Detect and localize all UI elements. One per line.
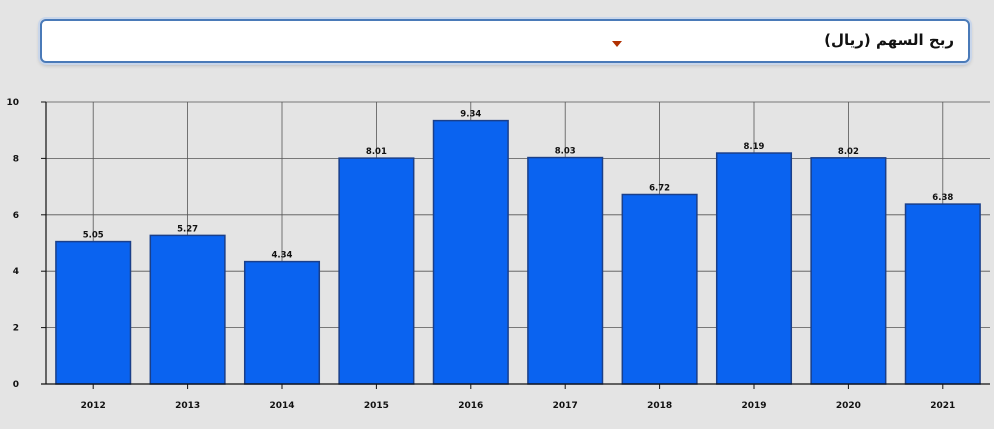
data-label-2016: 9.34 (460, 110, 481, 120)
data-label-2015: 8.01 (366, 147, 387, 157)
bar-2015[interactable] (338, 157, 415, 385)
data-label-2014: 4.34 (272, 251, 293, 261)
y-tick-label: 2 (13, 324, 19, 334)
data-label-2018: 6.72 (649, 183, 670, 193)
x-tick-label-2012: 2012 (81, 401, 106, 411)
x-tick-label-2013: 2013 (175, 401, 200, 411)
data-label-2012: 5.05 (83, 231, 104, 241)
y-tick-label: 0 (13, 380, 19, 390)
x-tick-label-2018: 2018 (647, 401, 672, 411)
caret-down-icon[interactable] (612, 41, 622, 47)
y-tick-label: 10 (6, 98, 19, 108)
y-tick-label: 4 (13, 267, 19, 277)
metric-selector-label: ربح السهم (ريال) (824, 31, 954, 49)
bar-2017[interactable] (527, 156, 604, 385)
bar-2019[interactable] (715, 152, 793, 385)
data-label-2019: 8.19 (744, 142, 765, 152)
x-tick-label-2014: 2014 (269, 401, 294, 411)
data-label-2021: 6.38 (932, 193, 953, 203)
data-label-2013: 5.27 (177, 224, 198, 234)
y-tick-label: 8 (13, 154, 19, 164)
bar-2012[interactable] (55, 240, 132, 385)
data-label-2017: 8.03 (555, 147, 576, 157)
x-tick-label-2019: 2019 (741, 401, 766, 411)
data-label-2020: 8.02 (838, 147, 859, 157)
bar-2013[interactable] (149, 234, 226, 385)
bar-2020[interactable] (810, 157, 887, 385)
bar-2021[interactable] (904, 203, 981, 385)
x-tick-label-2015: 2015 (364, 401, 389, 411)
y-tick-label: 6 (13, 211, 19, 221)
metric-selector[interactable]: ربح السهم (ريال) (40, 19, 970, 63)
x-tick-label-2020: 2020 (836, 401, 861, 411)
x-tick-label-2017: 2017 (553, 401, 578, 411)
bar-2016[interactable] (432, 119, 509, 385)
bar-2018[interactable] (621, 193, 698, 385)
x-tick-label-2021: 2021 (930, 401, 955, 411)
x-tick-label-2016: 2016 (458, 401, 483, 411)
bar-2014[interactable] (243, 260, 321, 385)
